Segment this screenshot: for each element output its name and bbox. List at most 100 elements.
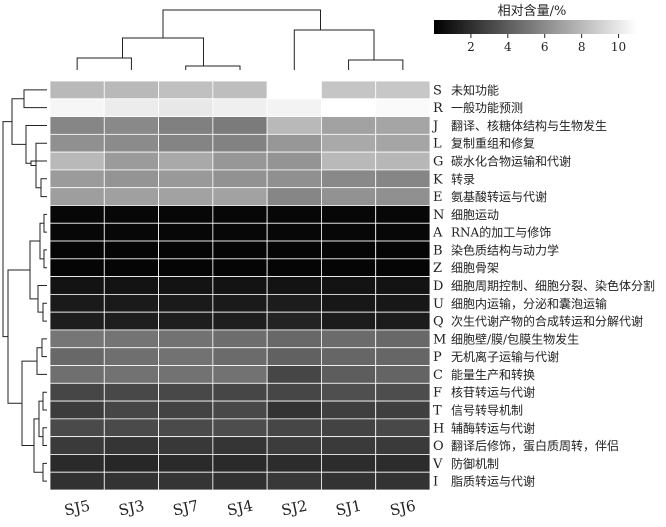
heatmap-cell xyxy=(49,311,105,331)
heatmap-cell xyxy=(212,169,268,189)
row-dendrogram-link xyxy=(23,89,47,109)
heatmap-cell xyxy=(49,222,105,242)
row-dendrogram-link xyxy=(40,178,47,198)
heatmap-cell xyxy=(49,347,105,366)
heatmap-cell xyxy=(103,258,159,278)
heatmap-cell xyxy=(212,133,268,153)
heatmap-cell xyxy=(103,276,159,295)
heatmap-cell xyxy=(103,205,159,224)
row-label-name: 细胞内运输，分泌和囊泡运输 xyxy=(451,296,607,311)
colorbar: 相对含量/% 2 4 6 8 10 xyxy=(434,3,637,54)
row-dendrogram-link xyxy=(30,160,47,166)
heatmap-cell xyxy=(212,471,268,491)
row-dendrogram-link xyxy=(21,360,37,447)
heatmap-cell xyxy=(158,382,214,402)
heatmap-cell xyxy=(212,293,268,313)
heatmap-cell xyxy=(321,454,377,473)
heatmap-cell xyxy=(266,400,322,420)
heatmap-cell xyxy=(266,347,322,366)
heatmap-cell xyxy=(212,151,268,171)
colorbar-title: 相对含量/% xyxy=(498,3,567,19)
heatmap-cell xyxy=(103,418,159,438)
heatmap-cell xyxy=(212,347,268,366)
heatmap-cell xyxy=(266,151,322,171)
row-label-name: 防御机制 xyxy=(451,456,499,471)
heatmap-cell xyxy=(321,311,377,331)
heatmap-cell xyxy=(212,205,268,224)
heatmap-cell xyxy=(375,80,431,100)
row-label-code: H xyxy=(433,421,444,436)
heatmap-cell xyxy=(375,240,431,260)
heatmap-cell xyxy=(212,187,268,206)
heatmap-cell xyxy=(158,471,214,491)
heatmap-cell xyxy=(103,471,159,491)
column-dendrogram xyxy=(76,9,404,70)
heatmap-cell xyxy=(158,293,214,313)
heatmap-cell xyxy=(212,80,268,100)
heatmap-cell xyxy=(103,436,159,455)
row-label-name: 无机离子运输与代谢 xyxy=(451,349,559,364)
heatmap-cell xyxy=(49,365,105,384)
heatmap-cell xyxy=(266,169,322,189)
heatmap-cell xyxy=(49,133,105,153)
row-label-code: G xyxy=(433,155,443,170)
row-label-name: 辅酶转运与代谢 xyxy=(451,420,535,435)
row-label-name: 细胞骨架 xyxy=(451,261,499,275)
heatmap-cell xyxy=(375,436,431,455)
heatmap-cell xyxy=(375,98,431,117)
heatmap-cell xyxy=(49,276,105,295)
heatmap-cell xyxy=(212,418,268,438)
heatmap-cell xyxy=(266,187,322,206)
heatmap-cell xyxy=(375,347,431,366)
heatmap-cell xyxy=(321,382,377,402)
row-label-code: K xyxy=(433,172,443,187)
heatmap-cell xyxy=(158,311,214,331)
heatmap-cell xyxy=(266,222,322,242)
colorbar-tick-label: 4 xyxy=(504,40,512,54)
heatmap-cell xyxy=(158,400,214,420)
heatmap-cell xyxy=(266,365,322,384)
heatmap-cell xyxy=(49,80,105,100)
heatmap-cell xyxy=(321,471,377,491)
heatmap-cell xyxy=(212,222,268,242)
heatmap-cell xyxy=(375,222,431,242)
heatmap-cell xyxy=(375,365,431,384)
row-label-code: C xyxy=(433,368,443,383)
heatmap-cell xyxy=(321,240,377,260)
heatmap-cell xyxy=(321,418,377,438)
heatmap-cell xyxy=(375,329,431,349)
heatmap-cell xyxy=(375,382,431,402)
heatmap-cell xyxy=(321,400,377,420)
heatmap-cell xyxy=(103,116,159,135)
heatmap-cell xyxy=(103,293,159,313)
heatmap-cell xyxy=(103,347,159,366)
column-dendrogram-link xyxy=(122,37,204,66)
heatmap-cell xyxy=(49,205,105,224)
heatmap-cell xyxy=(266,436,322,455)
colorbar-tick-label: 10 xyxy=(611,40,626,54)
heatmap-cell xyxy=(49,471,105,491)
heatmap-cell xyxy=(375,471,431,491)
heatmap-cell xyxy=(158,98,214,117)
heatmap-cell xyxy=(49,418,105,438)
row-dendrogram-link xyxy=(39,222,44,260)
row-label-code: F xyxy=(433,386,442,401)
column-dendrogram-link xyxy=(162,9,321,38)
row-dendrogram-link xyxy=(42,391,47,411)
column-labels: SJ5 SJ3 SJ7 SJ4 SJ2 SJ1 SJ6 xyxy=(63,497,418,520)
row-label-name: 氨基酸转运与代谢 xyxy=(451,189,547,204)
row-label-name: 翻译后修饰，蛋白质周转，伴侣 xyxy=(451,438,619,453)
heatmap-cell xyxy=(49,454,105,473)
heatmap-cell xyxy=(49,151,105,171)
row-dendrogram xyxy=(2,89,47,482)
heatmap-cell xyxy=(103,365,159,384)
row-label-code: P xyxy=(433,350,442,365)
heatmap-cell xyxy=(103,382,159,402)
row-label-name: 转录 xyxy=(451,171,475,186)
heatmap-cell xyxy=(266,293,322,313)
heatmap-cell xyxy=(212,311,268,331)
row-label-code: Z xyxy=(433,261,442,276)
heatmap-cell xyxy=(212,382,268,402)
heatmap-cell xyxy=(103,133,159,153)
